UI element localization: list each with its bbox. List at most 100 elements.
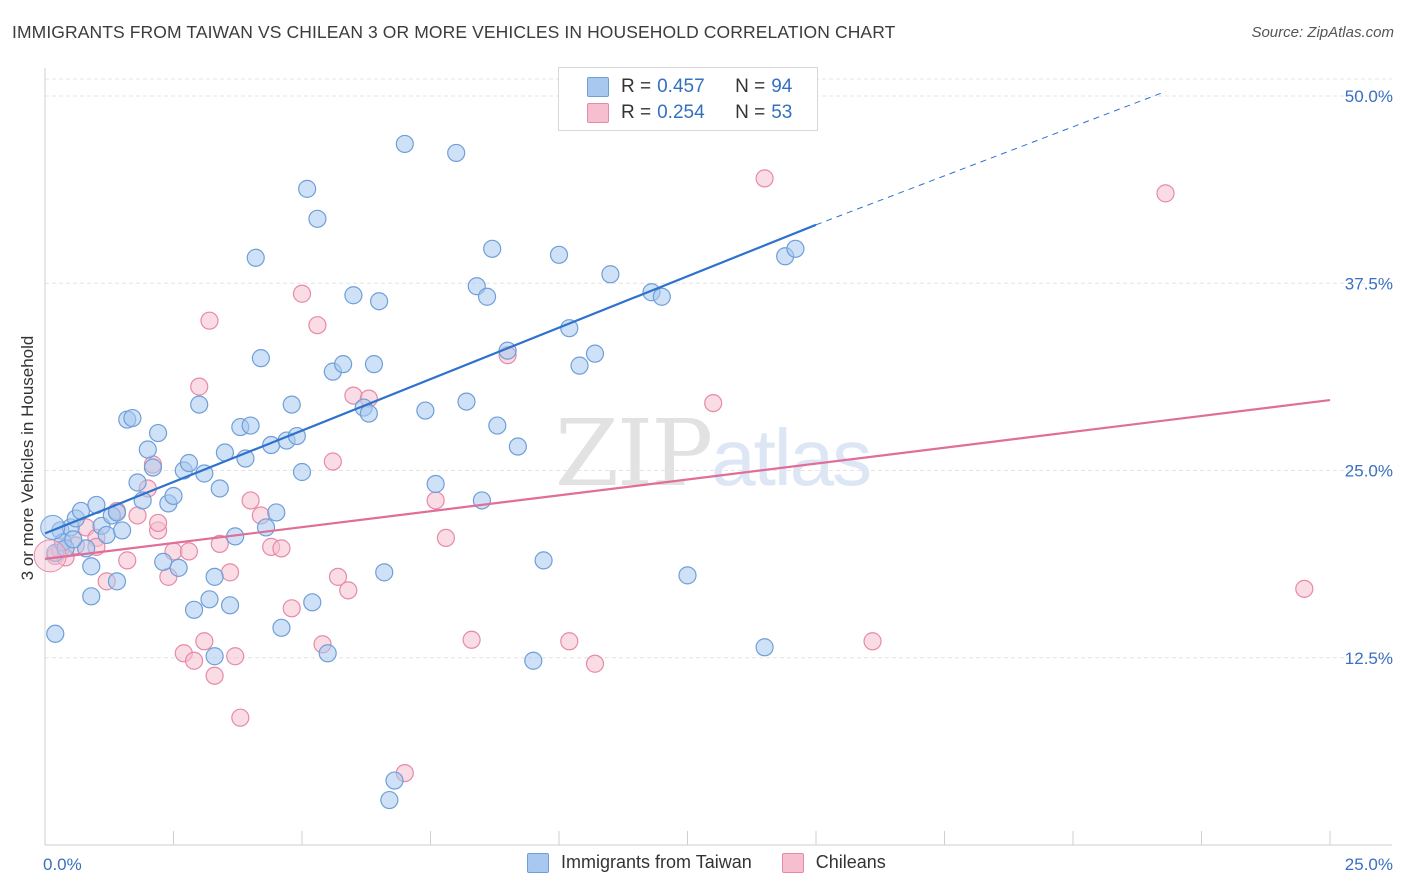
chilean-point: [755, 169, 774, 188]
taiwan-point: [380, 790, 399, 810]
taiwan-point: [601, 265, 620, 284]
taiwan-point: [652, 287, 671, 306]
taiwan-swatch: [587, 77, 609, 97]
taiwan-point: [477, 287, 497, 306]
taiwan-point: [128, 473, 147, 492]
chilean-point: [1156, 184, 1175, 203]
legend-item-taiwan: Immigrants from Taiwan: [527, 852, 752, 873]
taiwan-point: [267, 503, 286, 522]
x-tick-label: 25.0%: [1345, 855, 1393, 874]
chilean-point: [282, 599, 301, 618]
y-tick-label: 25.0%: [1345, 462, 1393, 481]
taiwan-point: [359, 404, 378, 423]
taiwan-point: [154, 552, 173, 571]
chilean-point: [195, 632, 214, 651]
n-label: N =: [735, 76, 766, 97]
taiwan-point: [385, 771, 404, 790]
taiwan-point: [549, 245, 569, 264]
chilean-point: [585, 654, 605, 673]
taiwan-point: [395, 134, 414, 154]
x-tick-label: 0.0%: [43, 855, 82, 874]
taiwan-point: [447, 143, 466, 163]
taiwan-point: [786, 239, 805, 258]
taiwan-point: [318, 644, 337, 663]
taiwan-point: [375, 563, 394, 582]
taiwan-point: [241, 416, 260, 435]
taiwan-point: [200, 590, 219, 609]
taiwan-point: [46, 624, 65, 643]
taiwan-point: [303, 593, 322, 612]
n-value: 94: [771, 76, 793, 97]
chart-title: IMMIGRANTS FROM TAIWAN VS CHILEAN 3 OR M…: [12, 22, 896, 42]
chilean-point: [148, 513, 168, 533]
taiwan-point: [678, 566, 697, 585]
taiwan-point: [416, 401, 435, 420]
r-value: 0.457: [657, 76, 705, 97]
chilean-trendline: [44, 399, 1331, 560]
chileans-swatch: [781, 852, 804, 873]
r-label: R =: [621, 76, 652, 97]
taiwan-point: [190, 395, 209, 414]
taiwan-point: [272, 618, 291, 637]
taiwan-point: [370, 292, 389, 311]
chilean-point: [220, 563, 240, 582]
taiwan-point: [143, 458, 163, 477]
taiwan-point: [210, 479, 229, 498]
taiwan-point: [426, 474, 445, 494]
series-legend: Immigrants from Taiwan Chileans: [527, 852, 916, 873]
taiwan-point: [184, 600, 204, 619]
taiwan-point: [205, 567, 224, 586]
chilean-point: [328, 567, 348, 586]
watermark-zip: ZIP: [555, 400, 713, 507]
n-label: N =: [735, 102, 766, 123]
chilean-point: [205, 666, 224, 685]
source-label: Source: ZipAtlas.com: [1251, 24, 1394, 41]
taiwan-point: [508, 437, 527, 456]
r-label: R =: [621, 102, 652, 123]
legend-label-taiwan: Immigrants from Taiwan: [561, 852, 752, 872]
n-value: 53: [771, 102, 793, 123]
chilean-point: [184, 651, 204, 670]
taiwan-point: [524, 651, 543, 670]
taiwan-point: [82, 587, 101, 606]
chilean-point: [323, 452, 342, 471]
legend-label-chileans: Chileans: [815, 852, 886, 872]
chileans-swatch: [587, 103, 609, 123]
chilean-point: [241, 491, 260, 510]
taiwan-point: [123, 408, 142, 428]
correlation-legend: R = 0.457 N = 94 R = 0.254 N = 53: [558, 67, 818, 131]
legend-row-chileans: R = 0.254 N = 53: [587, 100, 792, 126]
chilean-point: [231, 708, 250, 727]
chilean-point: [179, 542, 199, 561]
y-axis-label: 3 or more Vehicles in Household: [18, 335, 37, 581]
taiwan-trendline: [44, 223, 817, 535]
chilean-point: [190, 377, 209, 396]
taiwan-point: [364, 355, 384, 374]
watermark: ZIPatlas: [555, 400, 872, 507]
taiwan-point: [64, 530, 83, 549]
chilean-point: [426, 491, 445, 510]
taiwan-point: [169, 558, 188, 577]
taiwan-point: [560, 319, 579, 338]
taiwan-point: [282, 395, 301, 414]
taiwan-point: [344, 286, 363, 305]
chilean-point: [118, 551, 137, 570]
chilean-point: [462, 630, 481, 649]
taiwan-point: [205, 647, 224, 666]
taiwan-point: [488, 416, 507, 435]
taiwan-point: [292, 462, 312, 482]
r-value: 0.254: [657, 102, 705, 123]
taiwan-point: [585, 344, 605, 363]
chilean-point: [436, 528, 456, 548]
taiwan-point: [179, 453, 199, 473]
chilean-point: [560, 632, 579, 651]
chilean-point: [272, 539, 291, 558]
taiwan-point: [457, 392, 476, 411]
legend-row-taiwan: R = 0.457 N = 94: [587, 74, 792, 100]
chilean-point: [200, 311, 219, 330]
taiwan-point: [298, 179, 317, 198]
chilean-point: [226, 647, 245, 666]
taiwan-point: [483, 239, 502, 258]
taiwan-point: [82, 557, 101, 576]
